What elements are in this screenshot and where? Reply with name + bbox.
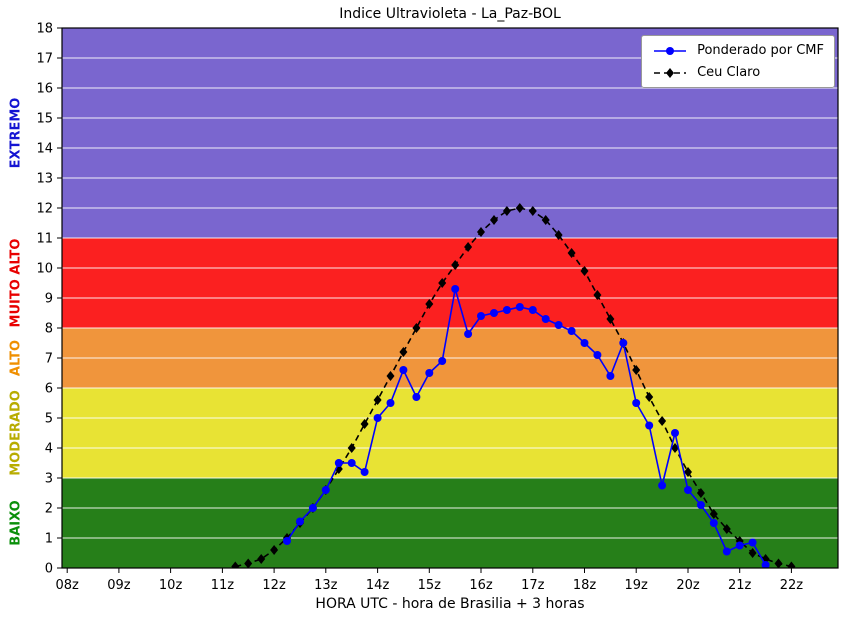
y-tick-label: 5 [45, 412, 53, 427]
series-ponderado-por-cmf [283, 285, 770, 568]
y-tick-label: 6 [45, 382, 53, 397]
legend: Ponderado por CMF Ceu Claro [641, 35, 835, 88]
x-tick-label: 08z [56, 578, 80, 593]
x-tick-label: 22z [780, 578, 804, 593]
legend-dashed-diamond-icon [654, 67, 687, 78]
x-tick-label: 17z [521, 578, 545, 593]
band-label-extremo: EXTREMO [9, 98, 24, 169]
y-tick-label: 7 [45, 352, 53, 367]
y-tick-label: 16 [36, 82, 53, 97]
y-tick-label: 2 [45, 502, 53, 517]
legend-item-ceu-claro: Ceu Claro [652, 65, 824, 80]
x-tick-label: 13z [314, 578, 338, 593]
y-tick-label: 13 [36, 172, 53, 187]
x-tick-label: 18z [573, 578, 597, 593]
legend-label-ponderado: Ponderado por CMF [697, 43, 824, 58]
y-tick-label: 10 [36, 262, 53, 277]
x-tick-label: 16z [469, 578, 493, 593]
band-baixo [62, 478, 838, 568]
y-tick-label: 17 [36, 52, 53, 67]
y-tick-label: 11 [36, 232, 53, 247]
x-tick-label: 20z [676, 578, 700, 593]
x-tick-label: 09z [107, 578, 131, 593]
x-tick-label: 21z [728, 578, 752, 593]
x-tick-label: 12z [262, 578, 286, 593]
y-tick-label: 9 [45, 292, 53, 307]
legend-label-ceu-claro: Ceu Claro [697, 65, 761, 80]
x-axis-label: HORA UTC - hora de Brasilia + 3 horas [315, 596, 585, 612]
x-tick-label: 10z [159, 578, 183, 593]
band-moderado [62, 388, 838, 478]
y-tick-label: 1 [45, 532, 53, 547]
x-tick-label: 14z [366, 578, 390, 593]
x-tick-label: 11z [211, 578, 235, 593]
y-tick-label: 0 [45, 562, 53, 577]
y-tick-label: 14 [36, 142, 53, 157]
band-label-muito-alto: MUITO ALTO [9, 239, 24, 328]
y-tick-label: 12 [36, 202, 53, 217]
x-tick-label: 15z [418, 578, 442, 593]
chart-title: Indice Ultravioleta - La_Paz-BOL [339, 6, 561, 22]
y-tick-label: 15 [36, 112, 53, 127]
legend-line-circle-icon [654, 46, 687, 55]
band-label-baixo: BAIXO [9, 500, 24, 545]
y-tick-label: 8 [45, 322, 53, 337]
y-tick-label: 18 [36, 22, 53, 37]
band-label-moderado: MODERADO [9, 390, 24, 476]
y-tick-label: 4 [45, 442, 53, 457]
y-tick-label: 3 [45, 472, 53, 487]
x-tick-label: 19z [625, 578, 649, 593]
legend-item-ponderado-por-cmf: Ponderado por CMF [652, 43, 824, 58]
band-label-alto: ALTO [9, 340, 24, 376]
band-muito-alto [62, 238, 838, 328]
